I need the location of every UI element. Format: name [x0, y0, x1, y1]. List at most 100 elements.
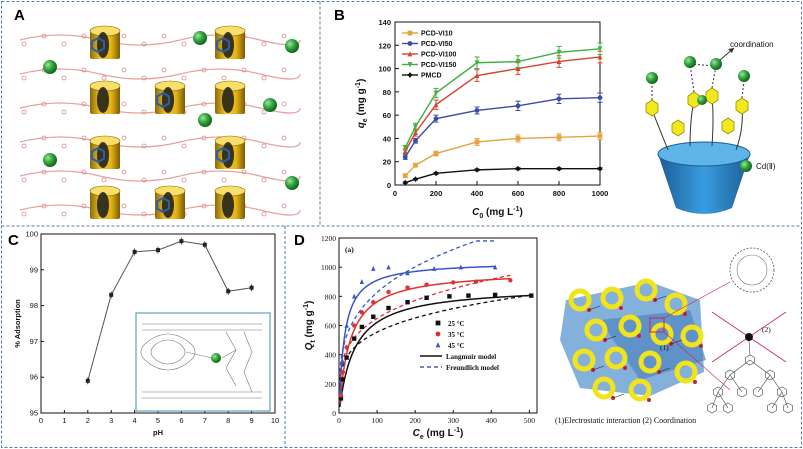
x-tick-label: 3 [109, 416, 113, 425]
data-point [597, 54, 603, 60]
data-point [556, 165, 562, 172]
atom [81, 67, 87, 73]
x-tick-label: 1000 [592, 189, 609, 198]
anchor-atom [683, 312, 687, 316]
y-tick-label: 120 [378, 41, 391, 50]
data-point [556, 134, 562, 140]
cyclodextrin-ring [674, 360, 698, 384]
legend-marker [435, 320, 441, 326]
data-point [451, 280, 456, 285]
bond [654, 295, 667, 301]
atom [141, 41, 147, 47]
panel-d-letter: D [294, 232, 305, 249]
data-point [413, 129, 418, 136]
polymer-chain [19, 68, 301, 80]
data-point [413, 124, 418, 130]
legend: 25 °C 35 °C 45 °C Langmuir model Freundlich … [420, 320, 499, 372]
atom [201, 169, 207, 175]
data-point [402, 148, 408, 154]
bond [757, 374, 771, 393]
aromatic-ring [753, 386, 763, 398]
y-tick-label: 97 [30, 337, 38, 346]
y-tick-label: 95 [30, 409, 38, 418]
x-tick-label: 10 [271, 416, 279, 425]
x-tick-label: 400 [486, 416, 498, 425]
atom [21, 109, 27, 115]
metal-center [745, 333, 753, 341]
zoom-line [663, 281, 731, 319]
y-tick-label: 60 [383, 111, 391, 120]
bond [717, 391, 729, 409]
bond [781, 391, 789, 409]
panel-b: B 0 200 400 600 800 1000 0 20 40 60 80 100 120 140 PCD… [334, 7, 776, 220]
legend-marker [407, 62, 413, 68]
bond [670, 339, 683, 345]
atom [81, 101, 87, 107]
atom [81, 33, 87, 39]
y-tick-label: 99 [30, 265, 38, 274]
data-point [338, 388, 344, 394]
y-axis-title: Qt (mg g-1) [303, 301, 317, 351]
atom [61, 109, 67, 115]
anchor-atom [619, 306, 623, 310]
data-point [405, 270, 410, 276]
data-point [597, 95, 603, 101]
x-tick-label: 8 [226, 416, 230, 425]
data-point [433, 170, 439, 177]
y-tick-label: 100 [25, 230, 38, 239]
atom [61, 177, 67, 183]
x-tick-label: 400 [471, 189, 484, 198]
series-pcd-vi150 [402, 42, 603, 151]
atom [241, 67, 247, 73]
data-point [431, 265, 437, 271]
data-point [352, 336, 357, 341]
cyclodextrin-ring [572, 348, 596, 372]
legend-marker [435, 342, 441, 348]
legend-label: Langmuir model [446, 353, 496, 361]
atom [141, 75, 147, 81]
panel-d: D 0 100 200 300 400 500 0 200 400 600 800 1000 1200 (… [294, 232, 793, 441]
cyclodextrin-ring [592, 376, 616, 400]
data-point [433, 151, 439, 156]
x-tick-label: 200 [410, 416, 422, 425]
bond [748, 340, 751, 356]
panel-c-letter: C [8, 232, 19, 249]
series-25 °C [338, 292, 534, 401]
atom [261, 143, 267, 149]
x-tick-label: 100 [371, 416, 383, 425]
data-point [386, 305, 391, 311]
series-pmcd [402, 165, 603, 186]
series-35 °C [338, 278, 513, 398]
cyclodextrin-ring [634, 278, 658, 302]
atom [181, 143, 187, 149]
cylinder-cavity [222, 192, 234, 218]
series-line [405, 167, 600, 184]
inset-molecular-structure [135, 312, 271, 412]
data-point [447, 294, 452, 299]
data-point [338, 396, 344, 401]
atom [121, 101, 127, 107]
panel-a-letter: A [14, 7, 25, 24]
x-tick-label: 9 [250, 416, 254, 425]
cylinder-cavity [222, 87, 234, 113]
coordination-label: coordination [730, 40, 774, 49]
atom [201, 135, 207, 141]
atom [281, 169, 287, 175]
atom [281, 101, 287, 107]
y-tick-label: 1200 [321, 234, 336, 243]
langmuir-fit-line [339, 265, 496, 395]
hexagon-groups [645, 87, 749, 137]
atom [61, 211, 67, 217]
bond [729, 374, 743, 393]
atom [121, 33, 127, 39]
data-point [474, 166, 480, 173]
bond [711, 391, 719, 409]
y-tick-label: 80 [383, 88, 391, 97]
atom [21, 75, 27, 81]
atom [121, 135, 127, 141]
data-point [473, 279, 479, 284]
data-point [344, 322, 349, 328]
data-point [597, 165, 603, 172]
x-axis-title: C0 (mg L-1) [472, 206, 523, 220]
data-point [458, 264, 464, 270]
